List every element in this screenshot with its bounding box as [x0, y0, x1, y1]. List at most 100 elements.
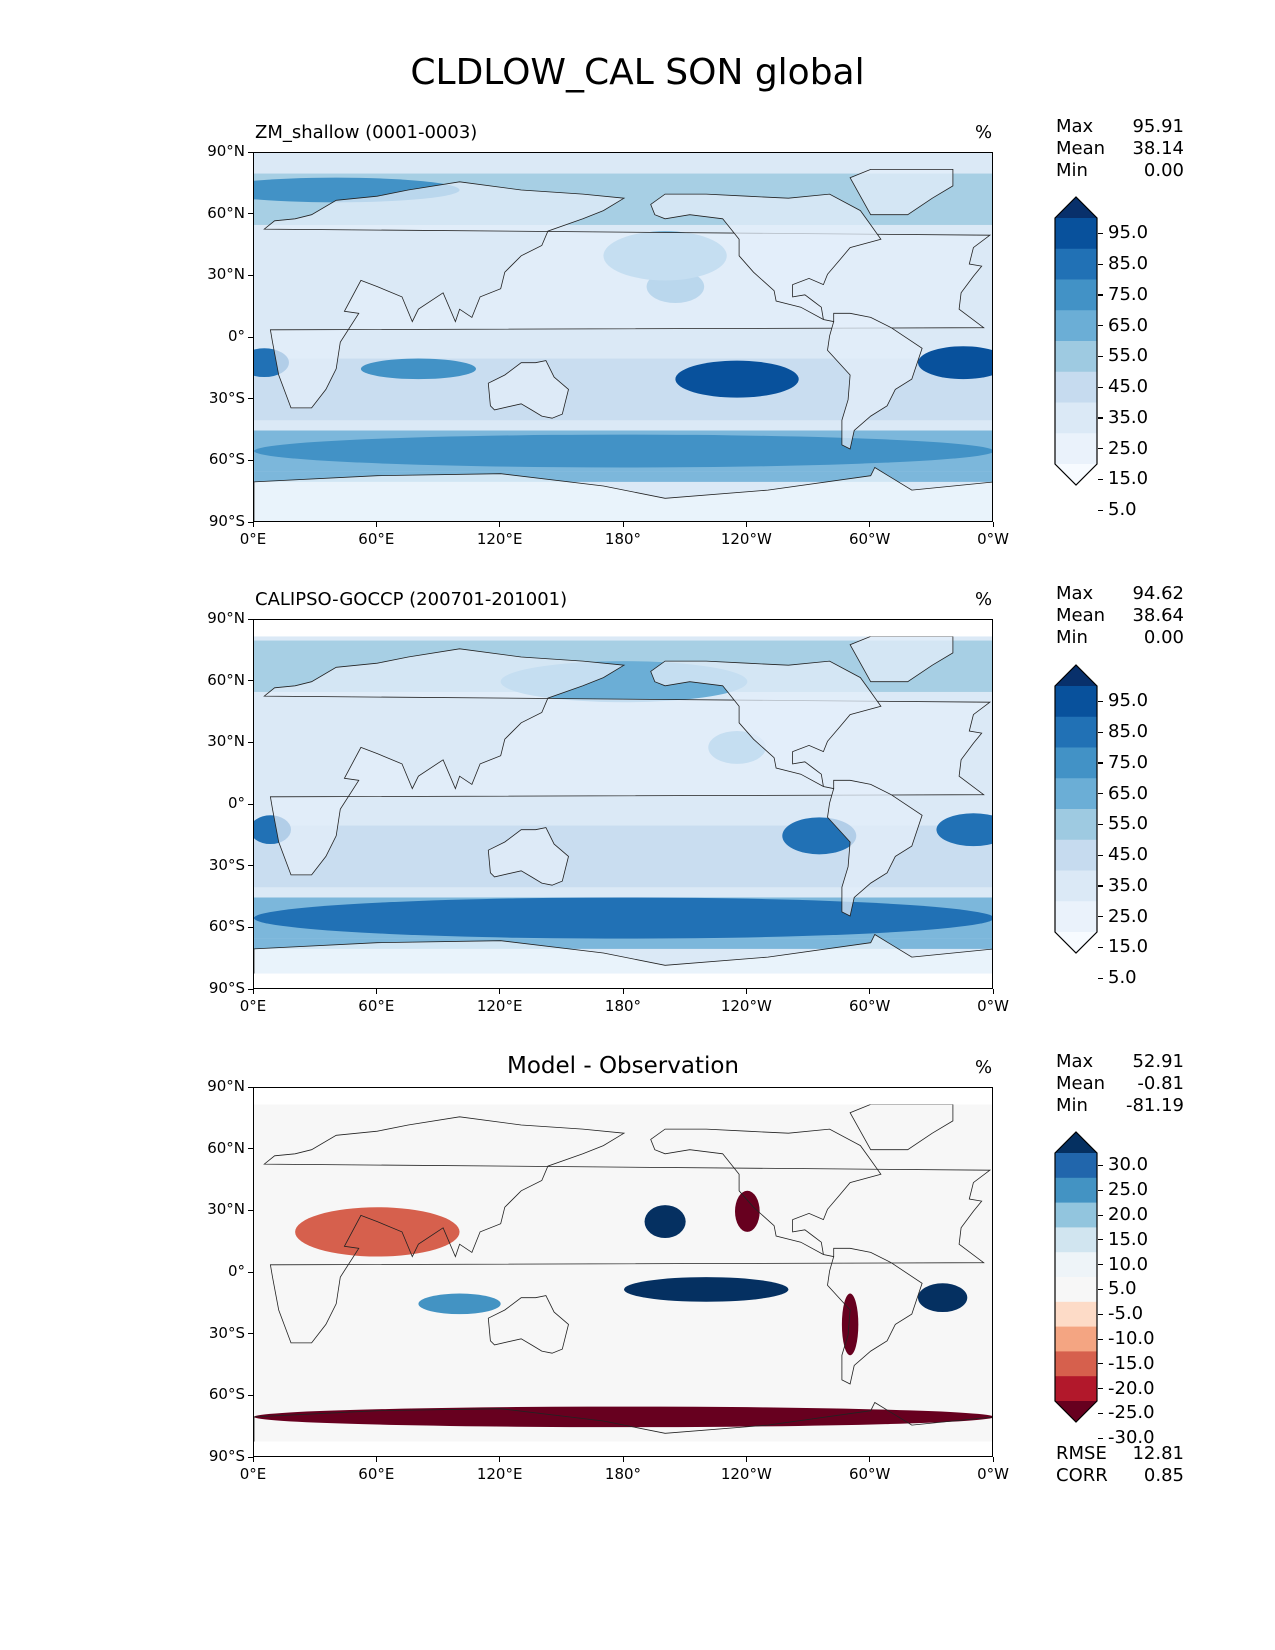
- colorbar-tick-label: 20.0: [1108, 1204, 1149, 1225]
- field-feature: [360, 358, 476, 380]
- field-feature: [936, 813, 992, 847]
- colorbar-segment: [1055, 839, 1097, 871]
- colorbar-tick-mark: [1098, 1288, 1103, 1291]
- lat-tick-mark: [248, 459, 253, 462]
- colorbar-svg: [1054, 664, 1098, 954]
- colorbar-tick-label: 95.0: [1108, 690, 1149, 712]
- lat-tick-label: 30°N: [207, 732, 245, 751]
- missing-data-mask: [254, 1441, 992, 1456]
- map-panel: [253, 1087, 993, 1457]
- colorbar-segment: [1055, 778, 1097, 810]
- stat-row: Mean -0.81: [1056, 1073, 1184, 1095]
- lon-tick-label: 180°: [604, 1465, 642, 1483]
- lon-tick-mark: [499, 989, 501, 994]
- colorbar-tick-label: 75.0: [1108, 751, 1149, 773]
- lon-tick-mark: [252, 1457, 254, 1462]
- stat-value: 38.64: [1132, 605, 1184, 626]
- lon-tick-label: 0°E: [239, 530, 267, 548]
- coastline: [849, 635, 954, 683]
- stat-row: Mean 38.64: [1056, 605, 1184, 627]
- colorbar-tick-mark: [1098, 1363, 1103, 1365]
- colorbar-tick-label: 15.0: [1108, 1228, 1149, 1250]
- lon-tick-label: 180°: [604, 997, 642, 1015]
- colorbar-outline: [1054, 664, 1098, 954]
- missing-data-mask: [254, 1088, 992, 1105]
- lon-tick-label: 120°W: [720, 530, 772, 548]
- colorbar-segment: [1055, 1153, 1097, 1179]
- field-feature: [254, 434, 992, 468]
- lat-tick-mark: [248, 926, 253, 929]
- colorbar-segment: [1055, 433, 1097, 465]
- lat-tick-label: 30°S: [208, 855, 245, 874]
- colorbar-tick-mark: [1098, 1338, 1103, 1340]
- lon-tick-label: 0°E: [239, 997, 267, 1015]
- stat-value: 0.00: [1143, 160, 1184, 181]
- colorbar-tick-label: 5.0: [1108, 1278, 1137, 1300]
- map-svg: [254, 620, 992, 988]
- colorbar-segment: [1055, 809, 1097, 841]
- colorbar-segment: [1055, 870, 1097, 902]
- field-feature: [735, 1190, 760, 1232]
- colorbar-segment: [1055, 218, 1097, 250]
- stat-value: 95.91: [1132, 116, 1184, 137]
- colorbar-extend-min: [1055, 932, 1097, 953]
- lon-tick-mark: [869, 522, 871, 527]
- lon-tick-mark: [499, 1457, 501, 1462]
- stats-box: Max 52.91 Mean -0.81 Min -81.19: [1056, 1051, 1184, 1117]
- lon-tick-label: 120°E: [476, 530, 523, 548]
- stat-value: 52.91: [1132, 1051, 1184, 1072]
- colorbar-segment: [1055, 1351, 1097, 1377]
- lon-tick-mark: [499, 522, 501, 527]
- lat-tick-mark: [248, 213, 253, 215]
- coastline: [487, 1295, 569, 1354]
- colorbar-tick-label: -25.0: [1108, 1402, 1155, 1424]
- lat-tick-mark: [248, 521, 253, 523]
- coastline: [849, 1103, 954, 1151]
- lon-tick-label: 120°E: [476, 997, 523, 1015]
- map-panel: [253, 152, 993, 522]
- field-feature: [675, 360, 799, 398]
- lat-tick-mark: [248, 1456, 253, 1458]
- field-feature: [917, 346, 992, 380]
- colorbar-tick-mark: [1098, 1313, 1103, 1315]
- colorbar-tick-mark: [1098, 700, 1103, 703]
- lat-tick-label: 60°S: [208, 1385, 245, 1404]
- colorbar-svg: [1054, 1131, 1098, 1423]
- lat-tick-mark: [248, 1394, 253, 1397]
- lat-tick-label: 90°S: [208, 979, 245, 997]
- stat-row: Max 52.91: [1056, 1051, 1184, 1073]
- panel-title: ZM_shallow (0001-0003): [255, 122, 478, 143]
- colorbar-segment: [1055, 279, 1097, 311]
- lat-tick-label: 90°S: [208, 512, 245, 530]
- colorbar-segment: [1055, 716, 1097, 748]
- stat-row: Max 95.91: [1056, 116, 1184, 138]
- map-background: [254, 1088, 992, 1456]
- field-feature: [841, 1293, 859, 1356]
- field-feature: [295, 1207, 460, 1257]
- stat-value: 0.00: [1143, 627, 1184, 648]
- coastline: [487, 827, 569, 886]
- stat-name: Mean: [1056, 138, 1106, 159]
- lon-tick-label: 120°W: [720, 997, 772, 1015]
- lat-tick-label: 90°N: [207, 142, 245, 160]
- colorbar-tick-label: 35.0: [1108, 406, 1149, 428]
- colorbar-tick-mark: [1098, 946, 1103, 949]
- unit-label: %: [975, 589, 993, 610]
- lon-tick-label: 0°W: [977, 997, 1009, 1015]
- stats-box: Max 95.91 Mean 38.14 Min 0.00: [1056, 116, 1184, 182]
- lat-tick-mark: [248, 1209, 253, 1212]
- lon-tick-label: 120°W: [720, 1465, 772, 1483]
- colorbar-tick-label: 15.0: [1108, 936, 1149, 958]
- colorbar-tick-mark: [1098, 885, 1103, 887]
- lon-tick-mark: [992, 989, 994, 994]
- stat-row: Min -81.19: [1056, 1095, 1184, 1117]
- panel-title: Model - Observation: [506, 1053, 740, 1079]
- colorbar-extend-max: [1055, 1132, 1097, 1153]
- colorbar-tick-mark: [1098, 263, 1103, 265]
- colorbar-tick-mark: [1098, 355, 1103, 358]
- coastline: [487, 360, 569, 419]
- lon-tick-mark: [869, 1457, 871, 1462]
- colorbar-segment: [1055, 1177, 1097, 1204]
- stat-value: 94.62: [1132, 583, 1184, 604]
- metric-name: RMSE: [1056, 1443, 1107, 1464]
